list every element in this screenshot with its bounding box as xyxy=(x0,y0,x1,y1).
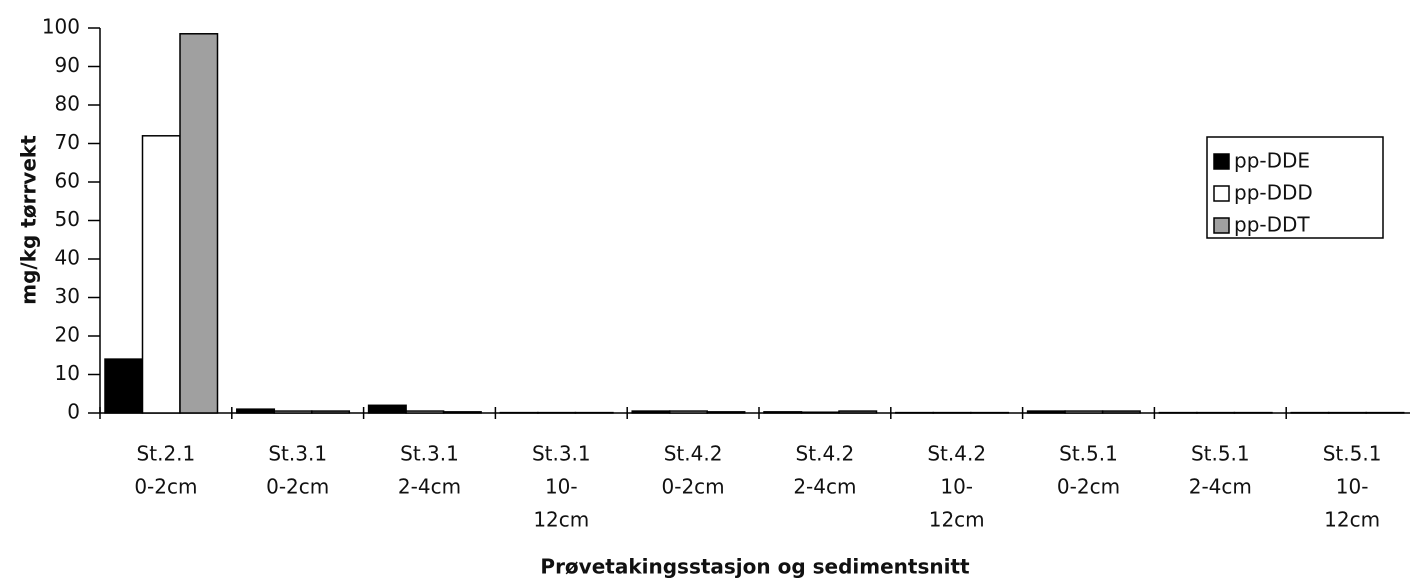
bar xyxy=(1064,410,1104,414)
y-tick-label: 50 xyxy=(55,207,80,231)
x-tick-label: 10- xyxy=(940,475,973,499)
x-tick-label: 10- xyxy=(545,475,578,499)
x-tick-label: 12cm xyxy=(533,508,589,532)
x-axis-title: Prøvetakingsstasjon og sedimentsnitt xyxy=(540,555,970,579)
bar xyxy=(405,410,445,414)
x-tick-label: St.4.2 xyxy=(796,442,855,466)
x-tick-label: St.5.1 xyxy=(1059,442,1118,466)
x-tick-label: 12cm xyxy=(1324,508,1380,532)
bar xyxy=(631,410,671,414)
bar xyxy=(367,404,407,414)
legend-label: pp-DDD xyxy=(1234,181,1313,205)
x-tick-label: St.5.1 xyxy=(1323,442,1382,466)
x-tick-label: 2-4cm xyxy=(398,475,461,499)
y-tick-label: 100 xyxy=(42,15,80,39)
y-tick-label: 80 xyxy=(55,92,80,116)
legend-label: pp-DDE xyxy=(1234,149,1310,173)
legend-swatch xyxy=(1213,217,1230,234)
x-tick-label: 10- xyxy=(1336,475,1369,499)
x-tick-label: St.3.1 xyxy=(268,442,327,466)
x-tick-label: St.3.1 xyxy=(400,442,459,466)
bar xyxy=(311,410,351,414)
bar xyxy=(141,135,181,414)
bar xyxy=(668,410,708,414)
x-tick-label: 2-4cm xyxy=(1189,475,1252,499)
bar xyxy=(273,410,313,414)
y-tick-label: 30 xyxy=(55,284,80,308)
y-tick-label: 10 xyxy=(55,361,80,385)
bar xyxy=(179,33,219,414)
x-tick-label: 0-2cm xyxy=(134,475,197,499)
bar xyxy=(763,411,803,414)
x-tick-label: 0-2cm xyxy=(662,475,725,499)
bar xyxy=(838,410,878,414)
y-tick-label: 90 xyxy=(55,53,80,77)
x-tick-label: 2-4cm xyxy=(793,475,856,499)
legend-label: pp-DDT xyxy=(1234,213,1310,237)
y-tick-label: 60 xyxy=(55,169,80,193)
bar xyxy=(104,358,144,414)
x-tick-label: St.2.1 xyxy=(137,442,196,466)
x-tick-label: 0-2cm xyxy=(1057,475,1120,499)
x-tick-label: St.3.1 xyxy=(532,442,591,466)
x-tick-label: St.4.2 xyxy=(927,442,986,466)
bar xyxy=(442,411,482,414)
y-tick-label: 70 xyxy=(55,130,80,154)
x-tick-label: St.4.2 xyxy=(664,442,723,466)
legend-box xyxy=(1206,136,1384,239)
bar xyxy=(236,408,276,414)
y-tick-label: 40 xyxy=(55,246,80,270)
y-tick-label: 20 xyxy=(55,323,80,347)
legend-swatch xyxy=(1213,185,1230,202)
y-tick-label: 0 xyxy=(67,400,80,424)
x-tick-label: 12cm xyxy=(929,508,985,532)
y-axis-title: mg/kg tørrvekt xyxy=(17,135,41,305)
x-tick-label: St.5.1 xyxy=(1191,442,1250,466)
bar xyxy=(1026,410,1066,414)
bar xyxy=(706,411,746,414)
x-tick-label: 0-2cm xyxy=(266,475,329,499)
bar xyxy=(1101,410,1141,414)
legend-swatch xyxy=(1213,153,1230,170)
bar xyxy=(800,411,840,414)
